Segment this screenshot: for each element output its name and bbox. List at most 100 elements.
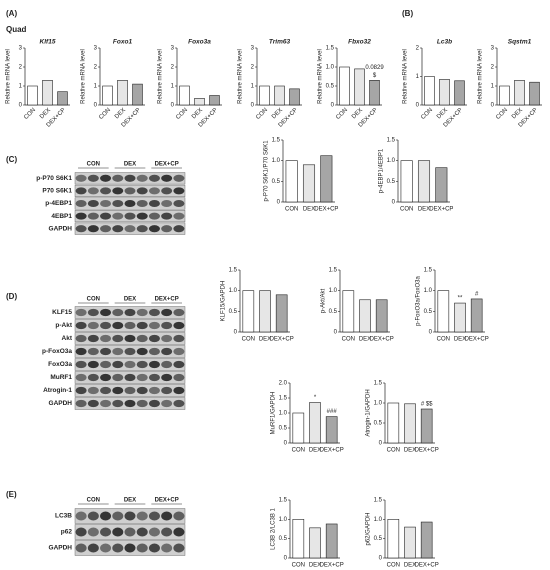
x-tick-label: CON <box>285 207 298 213</box>
blot-band <box>173 386 185 395</box>
y-axis-label: Relative mRNA level <box>81 49 87 104</box>
y-axis-label: Relative mRNA level <box>318 49 324 104</box>
bar <box>275 294 288 333</box>
y-tick-label: 1.5 <box>374 381 383 387</box>
blot-row-label: P70 S6K1 <box>42 188 72 195</box>
blot-band <box>124 543 136 553</box>
blot-band <box>112 399 124 408</box>
blot-band <box>136 527 148 537</box>
blot-band <box>124 360 136 369</box>
blot-band <box>161 321 173 330</box>
blot-band <box>87 187 99 195</box>
y-axis-label: MuRF1/GAPDH <box>271 392 277 435</box>
x-tick-label: CON <box>242 337 255 343</box>
blot-band <box>173 527 185 537</box>
x-tick-label: DEX <box>309 563 321 569</box>
bar <box>242 290 255 333</box>
y-tick-label: 0 <box>392 200 396 206</box>
x-tick-label: DEX <box>351 107 364 120</box>
y-tick-label: 1.5 <box>326 46 335 52</box>
blot-band <box>148 174 160 182</box>
blot-band <box>161 334 173 343</box>
bar <box>194 98 205 106</box>
blot-band <box>87 347 99 356</box>
blot-band <box>173 199 185 208</box>
y-tick-label: 1 <box>416 74 420 80</box>
blot-band <box>87 360 99 369</box>
bar <box>359 299 371 333</box>
blot-band <box>124 308 136 317</box>
blot-band <box>136 543 148 553</box>
blot-band <box>112 373 124 382</box>
chart-title: Klf15 <box>40 39 56 46</box>
x-tick-label: CON <box>255 107 269 121</box>
y-tick-label: 1 <box>19 84 23 90</box>
bar <box>302 164 316 203</box>
y-tick-label: 3 <box>171 46 175 52</box>
blot-band <box>100 543 112 553</box>
blot-band <box>173 543 185 553</box>
bar <box>529 81 540 106</box>
panel-label: (C) <box>6 155 17 164</box>
blot-band <box>136 334 148 343</box>
chart-title: Lc3b <box>437 39 452 46</box>
blot-band <box>148 225 160 233</box>
blot-band <box>148 511 160 521</box>
bar <box>289 88 300 106</box>
blot-band <box>148 199 160 208</box>
panel-label: (A) <box>6 9 17 18</box>
y-tick-label: 0.5 <box>229 309 238 315</box>
y-tick-label: 3 <box>94 46 98 52</box>
blot-band <box>136 225 148 233</box>
x-tick-label: DEX <box>303 207 315 213</box>
y-axis-label: Relative mRNA level <box>6 49 12 104</box>
blot-band <box>173 347 185 356</box>
y-tick-label: 1.5 <box>279 396 288 402</box>
blot-band <box>100 321 112 330</box>
blot-band <box>136 347 148 356</box>
panel-label: (D) <box>6 292 17 301</box>
blot-band <box>173 212 185 220</box>
blot-band <box>100 212 112 220</box>
x-tick-label: DEX+CP <box>429 207 453 213</box>
y-tick-label: 0 <box>94 103 98 109</box>
x-tick-label: DEX <box>454 337 466 343</box>
blot-band <box>173 308 185 317</box>
blot-band <box>75 334 87 343</box>
blot-band <box>161 225 173 233</box>
y-tick-label: 0.5 <box>272 179 281 185</box>
group-label: DEX+CP <box>155 162 179 168</box>
bar <box>404 403 416 444</box>
annotation: 0.0829 <box>365 65 384 71</box>
blot-band <box>112 199 124 208</box>
blot-band <box>124 225 136 233</box>
y-tick-label: 1.5 <box>272 138 281 144</box>
bar <box>320 155 333 203</box>
blot-band <box>87 225 99 233</box>
blot-band <box>136 308 148 317</box>
blot-band <box>75 199 87 208</box>
y-tick-label: 1.0 <box>279 517 288 523</box>
bar <box>437 290 450 333</box>
panel-label: (B) <box>402 9 413 18</box>
y-tick-label: 1.0 <box>374 517 383 523</box>
blot-row-label: p-Akt <box>55 322 72 329</box>
blot-band <box>136 399 148 408</box>
blot-band <box>173 321 185 330</box>
blot-band <box>148 187 160 195</box>
blot-band <box>112 321 124 330</box>
y-tick-label: 0.5 <box>279 536 288 542</box>
y-tick-label: 1.5 <box>387 138 396 144</box>
blot-band <box>100 174 112 182</box>
x-tick-label: DEX <box>436 107 449 120</box>
x-tick-label: CON <box>495 107 509 121</box>
x-tick-label: DEX+CP <box>320 563 344 569</box>
blot-band <box>124 321 136 330</box>
blot-band <box>124 187 136 195</box>
y-axis-label: Relative mRNA level <box>238 49 244 104</box>
y-tick-label: 0 <box>277 200 281 206</box>
y-tick-label: 2 <box>416 46 420 52</box>
blot-band <box>124 334 136 343</box>
annotation: # <box>475 292 479 298</box>
bar <box>420 521 433 559</box>
